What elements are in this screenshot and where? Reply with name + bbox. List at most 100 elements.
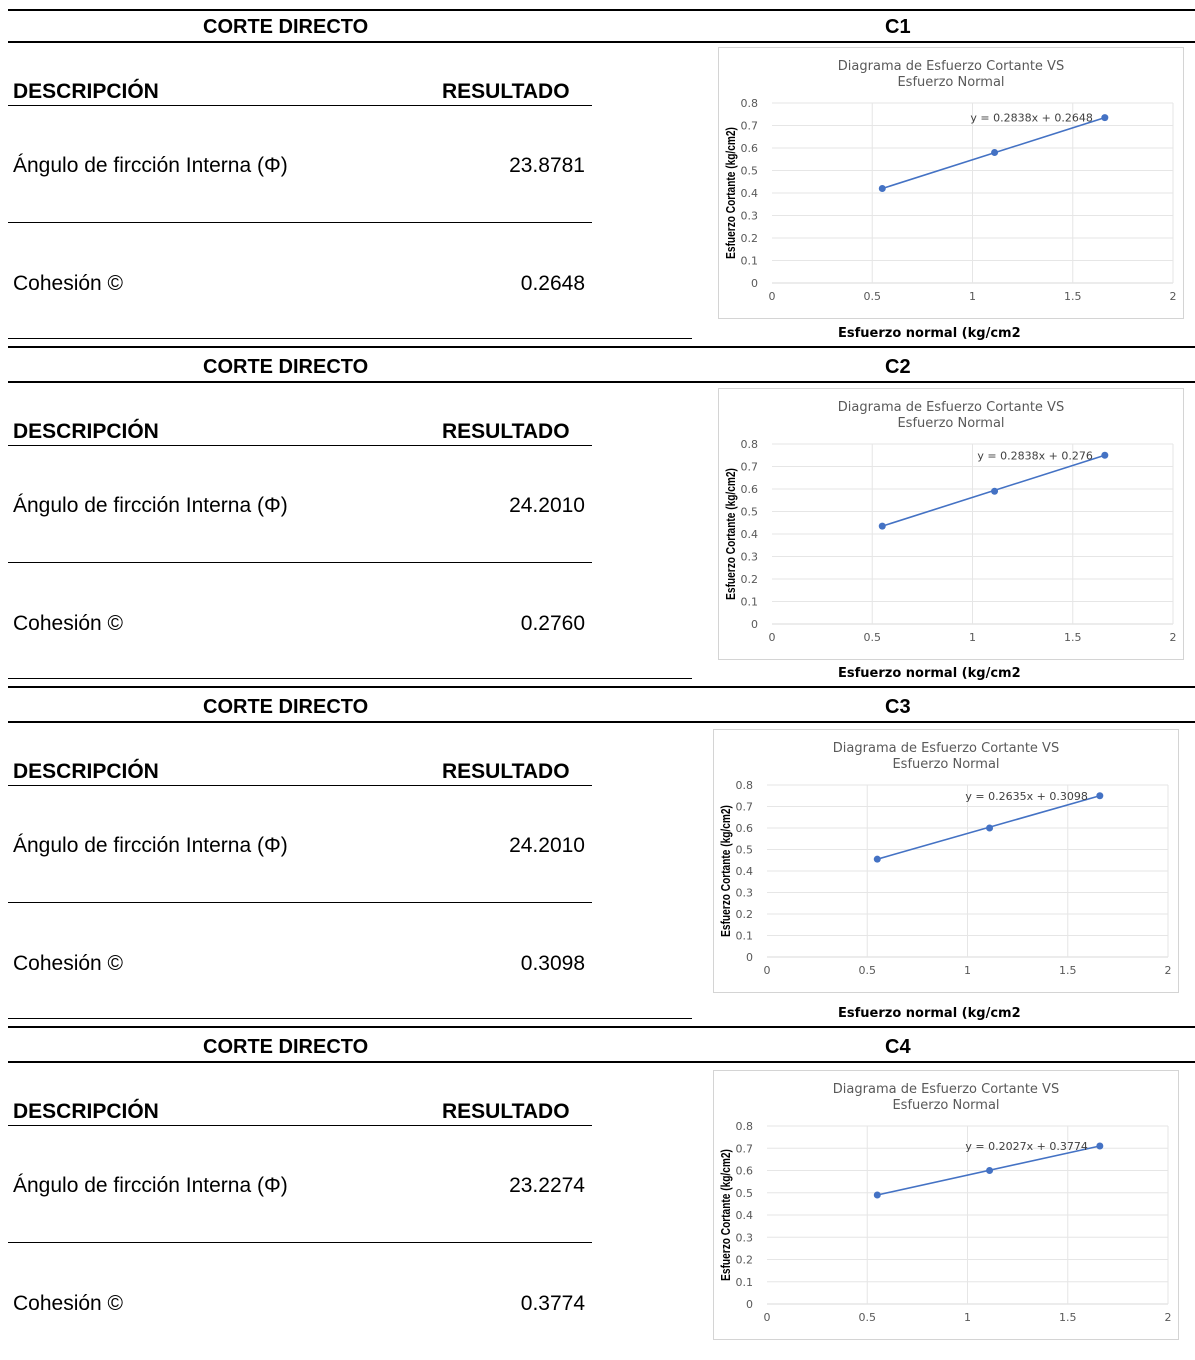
y-axis-label: Esfuerzo Cortante (kg/cm2): [719, 805, 733, 937]
x-tick-label: 0: [764, 1311, 771, 1324]
y-tick-label: 0.1: [736, 1276, 754, 1289]
chart-svg: Diagrama de Esfuerzo Cortante VSEsfuerzo…: [724, 400, 1177, 644]
corte-block: CORTE DIRECTO C1 DESCRIPCIÓN RESULTADO Ángul…: [0, 0, 1195, 341]
sample-code: C2: [885, 356, 911, 378]
corte-block: CORTE DIRECTO C4 DESCRIPCIÓN RESULTADO Ángul…: [0, 1020, 1195, 1360]
y-tick-label: 0.8: [741, 438, 759, 451]
y-tick-label: 0.1: [741, 255, 759, 268]
data-point: [1096, 792, 1104, 800]
chart-title-line1: Diagrama de Esfuerzo Cortante VS: [838, 59, 1064, 74]
chart-title-line2: Esfuerzo Normal: [892, 757, 999, 772]
y-tick-label: 0.6: [741, 483, 759, 496]
chart-title-line2: Esfuerzo Normal: [897, 416, 1004, 431]
x-tick-label: 1.5: [1059, 964, 1077, 977]
x-tick-label: 1: [969, 631, 976, 644]
trendline-equation: y = 0.2838x + 0.276: [977, 449, 1092, 462]
chart-svg: Diagrama de Esfuerzo Cortante VSEsfuerzo…: [719, 1082, 1172, 1324]
sample-code: C1: [885, 16, 911, 38]
data-point: [1096, 1142, 1104, 1150]
section-title: CORTE DIRECTO: [203, 696, 369, 718]
friction-angle-value: 23.2274: [509, 1174, 585, 1197]
row-divider: [8, 222, 592, 223]
data-point: [986, 1167, 994, 1174]
data-point: [878, 185, 886, 192]
top-rule: [8, 1026, 1195, 1028]
chart-svg: Diagrama de Esfuerzo Cortante VSEsfuerzo…: [719, 741, 1172, 977]
y-tick-label: 0.5: [741, 165, 759, 178]
y-tick-label: 0: [746, 951, 753, 964]
y-tick-label: 0: [746, 1298, 753, 1311]
x-axis-label: Esfuerzo normal (kg/cm2: [838, 666, 1021, 681]
y-tick-label: 0.4: [741, 187, 759, 200]
cohesion-value: 0.2648: [520, 272, 585, 295]
description-header: DESCRIPCIÓN: [13, 80, 159, 103]
cohesion-label: Cohesión ©: [13, 952, 124, 975]
top-rule: [8, 9, 1195, 11]
friction-angle-label: Ángulo de fircción Interna (Φ): [13, 154, 288, 177]
y-tick-label: 0.7: [736, 801, 754, 814]
y-tick-label: 0.1: [736, 930, 754, 943]
shear-chart: Diagrama de Esfuerzo Cortante VS Esfuerzo…: [713, 729, 1179, 993]
desc-underline: [8, 445, 592, 446]
data-point: [878, 522, 886, 530]
friction-angle-label: Ángulo de fircción Interna (Φ): [13, 1174, 288, 1197]
x-tick-label: 1.5: [1064, 631, 1082, 644]
chart-title-line1: Diagrama de Esfuerzo Cortante VS: [838, 400, 1064, 415]
trendline-equation: y = 0.2027x + 0.3774: [965, 1140, 1087, 1153]
y-tick-label: 0.8: [736, 1120, 754, 1133]
trendline-equation: y = 0.2635x + 0.3098: [965, 790, 1087, 803]
result-header: RESULTADO: [442, 80, 570, 103]
cohesion-value: 0.3098: [520, 952, 585, 975]
chart-title-line1: Diagrama de Esfuerzo Cortante VS: [833, 741, 1059, 756]
x-tick-label: 1.5: [1064, 290, 1082, 303]
data-point: [873, 855, 881, 863]
top-rule: [8, 686, 1195, 688]
y-tick-label: 0.2: [736, 908, 754, 921]
row-divider: [8, 902, 592, 903]
left-bottom-rule: [8, 1018, 692, 1019]
x-tick-label: 0.5: [864, 631, 882, 644]
section-title: CORTE DIRECTO: [203, 16, 369, 38]
x-tick-label: 1: [969, 290, 976, 303]
section-title: CORTE DIRECTO: [203, 356, 369, 378]
result-header: RESULTADO: [442, 1100, 570, 1123]
x-tick-label: 2: [1165, 964, 1172, 977]
x-tick-label: 1.5: [1059, 1311, 1077, 1324]
y-tick-label: 0: [751, 277, 758, 290]
result-header: RESULTADO: [442, 760, 570, 783]
cohesion-value: 0.3774: [520, 1292, 585, 1315]
y-tick-label: 0.1: [741, 596, 759, 609]
chart-title-line2: Esfuerzo Normal: [892, 1098, 999, 1113]
chart-svg: Diagrama de Esfuerzo Cortante VSEsfuerzo…: [724, 59, 1177, 303]
y-tick-label: 0.8: [736, 779, 754, 792]
shear-chart: Diagrama de Esfuerzo Cortante VS Esfuerzo…: [718, 388, 1184, 660]
cohesion-label: Cohesión ©: [13, 272, 124, 295]
result-header: RESULTADO: [442, 420, 570, 443]
row-divider: [8, 1242, 592, 1243]
x-tick-label: 0: [769, 290, 776, 303]
shear-chart: Diagrama de Esfuerzo Cortante VS Esfuerzo…: [713, 1070, 1179, 1340]
header-rule: [8, 1061, 1195, 1063]
cohesion-value: 0.2760: [520, 612, 585, 635]
cohesion-label: Cohesión ©: [13, 612, 124, 635]
x-tick-label: 1: [964, 964, 971, 977]
y-tick-label: 0.4: [741, 528, 759, 541]
x-tick-label: 0: [769, 631, 776, 644]
y-tick-label: 0: [751, 618, 758, 631]
x-tick-label: 0.5: [859, 964, 877, 977]
x-tick-label: 2: [1170, 631, 1177, 644]
header-rule: [8, 721, 1195, 723]
x-axis-label: Esfuerzo normal (kg/cm2: [838, 1006, 1021, 1021]
description-header: DESCRIPCIÓN: [13, 1100, 159, 1123]
desc-underline: [8, 105, 592, 106]
y-tick-label: 0.5: [736, 1187, 754, 1200]
corte-block: CORTE DIRECTO C2 DESCRIPCIÓN RESULTADO Ángul…: [0, 340, 1195, 681]
y-tick-label: 0.2: [736, 1254, 754, 1267]
desc-underline: [8, 1125, 592, 1126]
header-rule: [8, 41, 1195, 43]
sample-code: C3: [885, 696, 911, 718]
desc-underline: [8, 785, 592, 786]
cohesion-label: Cohesión ©: [13, 1292, 124, 1315]
sample-code: C4: [885, 1036, 911, 1058]
top-rule: [8, 346, 1195, 348]
